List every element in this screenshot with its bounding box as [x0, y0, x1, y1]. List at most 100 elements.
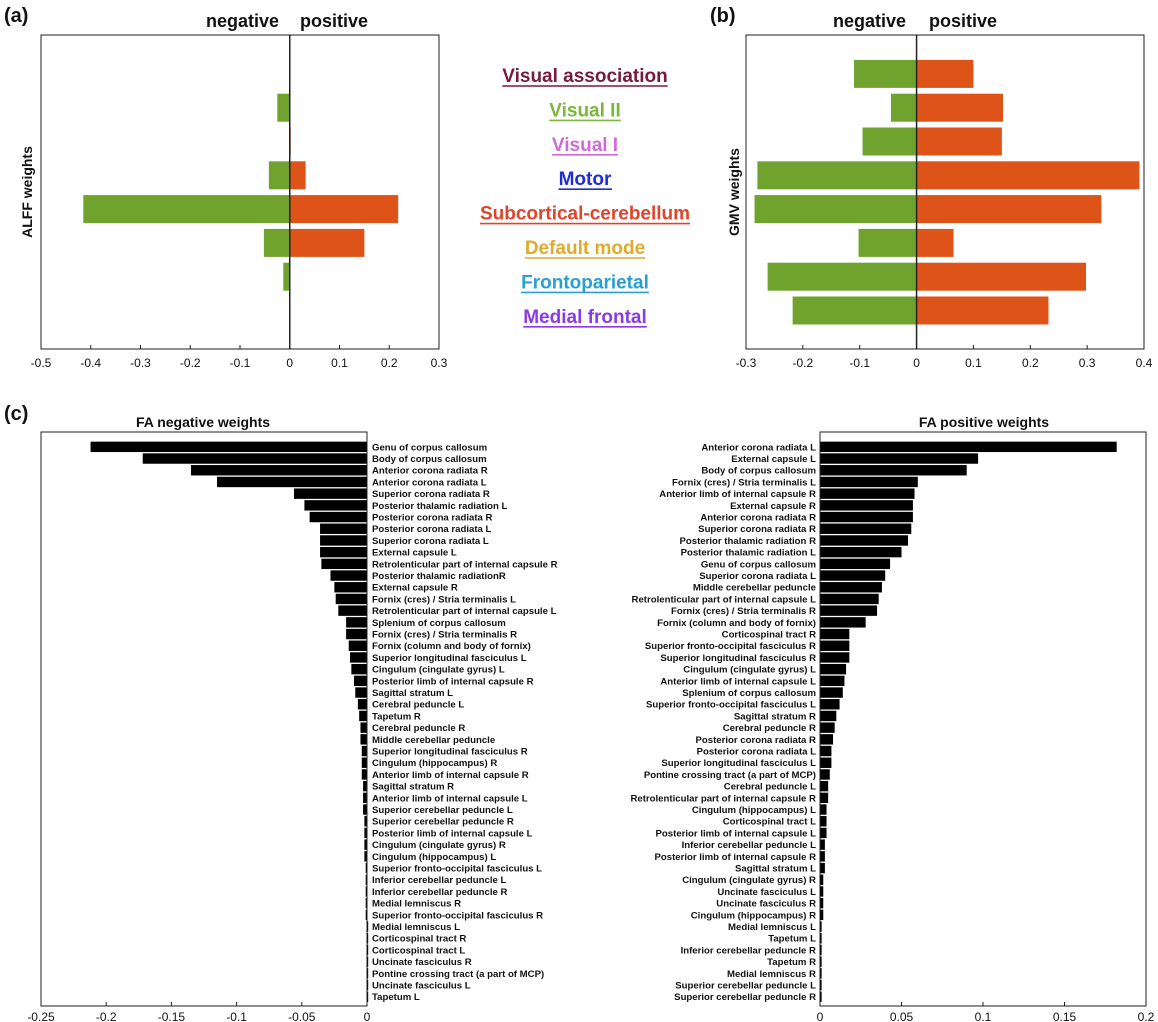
chart-c-positive-category-label: Anterior corona radiata L: [701, 442, 816, 453]
chart-c-positive-bar-3: [820, 476, 918, 488]
legend-item-label: Medial frontal: [523, 307, 647, 328]
chart-b-bar-neg-6: [767, 262, 917, 291]
chart-c-negative-bar-30: [363, 792, 367, 804]
panel-label-a: (a): [4, 5, 28, 27]
chart-c-positive-bar-9: [820, 546, 902, 558]
chart-c-negative-category-label: Medial lemniscus R: [372, 899, 461, 910]
chart-c-positive-tick-label: 0.2: [1138, 1010, 1155, 1022]
chart-c-negative-bar-7: [320, 523, 367, 534]
chart-c-positive-bar-13: [820, 593, 879, 605]
chart-c-positive-title: FA positive weights: [919, 414, 1049, 430]
chart-b-tick-label: 0: [913, 356, 920, 370]
chart-c-negative-category-label: Anterior limb of internal capsule L: [372, 793, 528, 804]
chart-b-bar-pos-3: [916, 161, 1140, 190]
chart-c-positive-category-label: Pontine crossing tract (a part of MCP): [644, 770, 816, 781]
chart-c-positive-bar-6: [820, 511, 913, 523]
chart-b-xticks: -0.3 -0.2 -0.1 0 0.1 0.2 0.3 0.4: [736, 345, 1153, 370]
chart-c-positive-bar-21: [820, 687, 843, 698]
chart-c-positive-bar-37: [820, 874, 824, 885]
chart-a-tick-label: 0.1: [331, 356, 348, 370]
chart-c-positive-bar-0: [820, 441, 1117, 453]
chart-c-negative-bar-18: [350, 652, 367, 663]
chart-c-positive-category-label: Retrolenticular part of internal capsule…: [632, 594, 817, 605]
chart-c-negative-category-label: Retrolenticular part of internal capsule…: [372, 559, 558, 570]
chart-c-positive-bar-11: [820, 570, 886, 581]
legend-item-label: Motor: [559, 169, 612, 190]
chart-c-negative-category-label: Superior longitudinal fasciculus R: [372, 746, 528, 757]
chart-c-negative-tick-label: -0.05: [288, 1010, 316, 1022]
chart-c-positive-bar-42: [820, 933, 822, 944]
chart-a-header-positive: positive: [300, 11, 368, 31]
chart-c-negative-category-label: Cerebral peduncle L: [372, 700, 464, 711]
chart-c-positive-category-label: Posterior thalamic radiation R: [680, 536, 817, 547]
chart-c-positive-bar-34: [820, 839, 825, 850]
chart-a-xticks: -0.5 -0.4 -0.3 -0.2 -0.1 0 0.1 0.2 0.3: [31, 345, 448, 370]
chart-c-positive-category-label: Inferior cerebellar peduncle R: [681, 945, 816, 956]
panel-label-c: (c): [4, 403, 28, 425]
chart-c-positive-bar-10: [820, 558, 891, 570]
chart-c-positive-bar-31: [820, 804, 827, 815]
chart-c-negative-bar-40: [365, 909, 367, 921]
chart-a-tick-label: 0: [286, 356, 293, 370]
legend-item-label: Visual II: [549, 100, 620, 121]
chart-c-negative-category-label: Tapetum R: [372, 711, 421, 722]
chart-c-negative-category-label: Anterior corona radiata L: [372, 477, 487, 488]
chart-c-negative-category-label: Anterior corona radiata R: [372, 466, 488, 477]
chart-c-negative-category-label: Posterior limb of internal capsule L: [372, 828, 533, 839]
chart-c-negative-category-label: Fornix (column and body of fornix): [372, 641, 531, 652]
chart-c-negative-bar-31: [363, 804, 367, 815]
chart-a-tick-label: 0.3: [431, 356, 448, 370]
chart-c-positive-category-label: Inferior cerebellar peduncle L: [682, 840, 816, 851]
chart-c-positive-category-label: Cingulum (cingulate gyrus) L: [683, 665, 816, 676]
chart-c-positive-category-label: Superior longitudinal fasciculus L: [661, 758, 816, 769]
chart-c-positive-category-label: Corticospinal tract R: [722, 629, 816, 640]
legend-item-label: Subcortical-cerebellum: [480, 204, 690, 225]
chart-c-positive-category-label: External capsule L: [731, 454, 816, 465]
chart-c-negative-category-label: Superior cerebellar peduncle L: [372, 805, 513, 816]
chart-a-bars: [83, 35, 399, 349]
chart-c-negative-category-label: Genu of corpus callosum: [372, 442, 487, 453]
chart-c-negative-category-label: Superior corona radiata L: [372, 536, 489, 547]
legend-item-label: Frontoparietal: [521, 272, 649, 293]
chart-c-negative-bar-41: [367, 921, 369, 932]
chart-c-negative-bar-17: [348, 640, 367, 651]
chart-c-negative-category-label: Sagittal stratum R: [372, 782, 454, 793]
chart-c-negative-category-label: Posterior corona radiata R: [372, 512, 493, 523]
chart-b-bar-neg-1: [890, 93, 917, 122]
chart-b-bar-pos-6: [916, 262, 1087, 291]
chart-c-negative-category-label: External capsule L: [372, 548, 457, 559]
chart-c-positive-bar-45: [820, 968, 822, 979]
chart-c-negative-bar-38: [365, 886, 367, 897]
chart-c-positive-bar-18: [820, 652, 850, 663]
chart-c-positive-category-label: Tapetum L: [768, 934, 816, 945]
chart-b-tick-label: -0.1: [849, 356, 870, 370]
chart-c-negative-category-label: Cerebral peduncle R: [372, 723, 465, 734]
chart-c-negative-bar-8: [320, 535, 367, 546]
chart-c-negative-category-label: Superior fronto-occipital fasciculus L: [372, 863, 542, 874]
chart-b-ylabel: GMV weights: [726, 148, 742, 236]
chart-c-negative-bar-20: [353, 675, 367, 687]
chart-c-negative-bar-32: [364, 816, 367, 827]
chart-c-negative-bar-11: [330, 570, 367, 581]
chart-c-negative-category-label: Pontine crossing tract (a part of MCP): [372, 969, 544, 980]
chart-c-negative-category-label: Medial lemniscus L: [372, 922, 460, 933]
chart-c-negative-category-label: Anterior limb of internal capsule R: [372, 770, 529, 781]
chart-c-positive-bar-41: [820, 921, 822, 932]
chart-c-negative-bar-6: [309, 511, 367, 523]
chart-a-tick-label: -0.3: [130, 356, 151, 370]
chart-c-negative-bar-29: [363, 780, 367, 792]
chart-c-positive-category-label: Uncinate fasciculus R: [716, 899, 816, 910]
chart-b-bar-neg-2: [862, 127, 917, 156]
chart-c-positive-category-label: Posterior thalamic radiation L: [681, 548, 817, 559]
chart-c-positive-category-label: Posterior limb of internal capsule L: [656, 828, 817, 839]
chart-c-positive-bars: [820, 441, 1117, 1002]
chart-c-positive-bar-4: [820, 488, 915, 499]
chart-c-negative-category-label: Uncinate fasciculus R: [372, 957, 472, 968]
chart-c-positive-category-label: Sagittal stratum L: [735, 863, 816, 874]
chart-c-positive-bar-40: [820, 909, 824, 921]
chart-c-positive-bar-16: [820, 628, 850, 640]
chart-a-tick-label: -0.1: [230, 356, 251, 370]
chart-a-header-negative: negative: [206, 11, 279, 31]
chart-c-negative-tick-label: -0.25: [27, 1010, 55, 1022]
